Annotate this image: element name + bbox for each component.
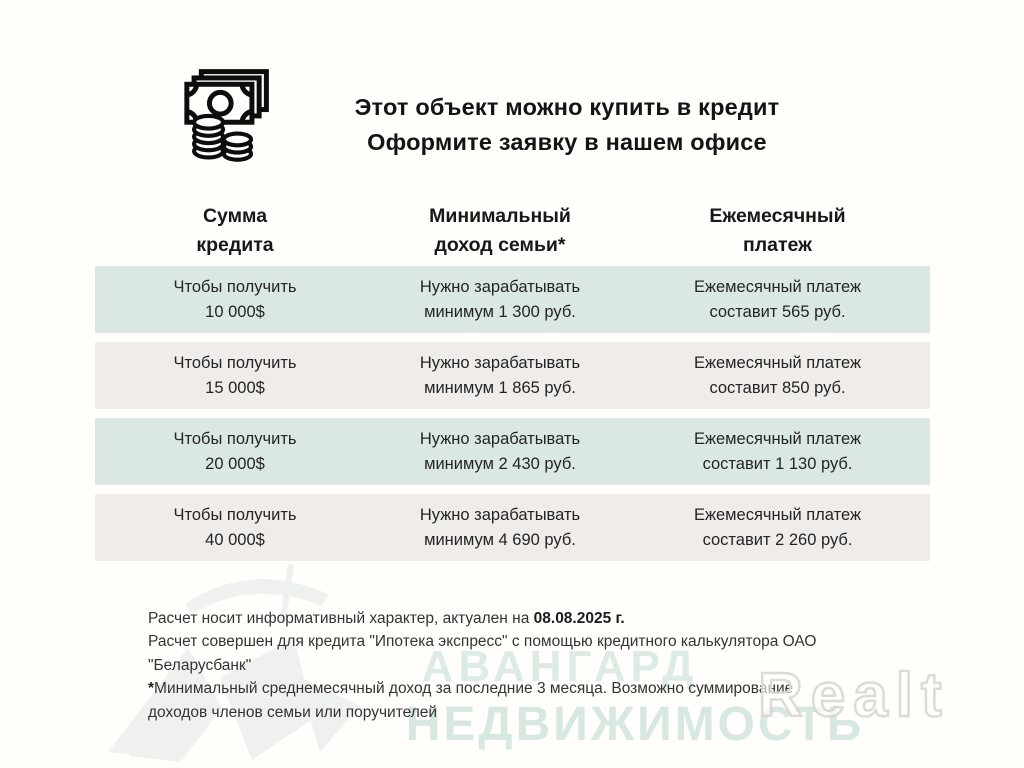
disclaimer-date: 08.08.2025 г. (533, 610, 625, 627)
cell-loan-amount: Чтобы получить 40 000$ (173, 505, 297, 549)
disclaimer-line-income-note: *Минимальный среднемесячный доход за пос… (148, 677, 938, 724)
column-header-loan-amount: Сумма кредита (196, 205, 274, 256)
footnote-asterisk: * (148, 680, 155, 698)
cell-min-income: Нужно зарабатывать минимум 4 690 руб. (419, 505, 581, 549)
column-header-min-income: Минимальный доход семьи* (429, 205, 571, 256)
table-header-row: Сумма кредита Минимальный доход семьи* Е… (95, 202, 930, 260)
cell-monthly-payment: Ежемесячный платеж составит 2 260 руб. (693, 505, 862, 549)
disclaimer-notes: Расчет носит информативный характер, акт… (148, 607, 938, 724)
page-title: Этот объект можно купить в кредит Оформи… (354, 93, 780, 155)
brand-watermark-line2: НЕДВИЖИМОСТЬ (405, 698, 865, 751)
disclaimer-line-calculator: Расчет совершен для кредита "Ипотека экс… (148, 633, 817, 674)
cell-loan-amount: Чтобы получить 10 000$ (173, 277, 297, 321)
disclaimer-line-validity: Расчет носит информативный характер, акт… (148, 607, 938, 630)
realt-logo-watermark: Realt (757, 660, 950, 732)
cell-min-income: Нужно зарабатывать минимум 2 430 руб. (419, 429, 581, 473)
cell-loan-amount: Чтобы получить 20 000$ (173, 429, 297, 473)
column-header-monthly-payment: Ежемесячный платеж (709, 205, 846, 256)
table-row: Чтобы получить 15 000$ Нужно зарабатыват… (95, 342, 930, 409)
table-row: Чтобы получить 20 000$ Нужно зарабатыват… (95, 418, 930, 485)
cell-monthly-payment: Ежемесячный платеж составит 850 руб. (693, 353, 862, 397)
brand-watermark-line1: АВАНГАРД (421, 642, 699, 691)
cell-min-income: Нужно зарабатывать минимум 1 865 руб. (419, 353, 581, 397)
cell-monthly-payment: Ежемесячный платеж составит 565 руб. (693, 277, 862, 321)
cell-loan-amount: Чтобы получить 15 000$ (173, 353, 297, 397)
cell-min-income: Нужно зарабатывать минимум 1 300 руб. (419, 277, 581, 321)
footnote-text: Минимальный среднемесячный доход за посл… (148, 680, 794, 721)
avangard-logo-watermark (108, 563, 360, 762)
cell-monthly-payment: Ежемесячный платеж составит 1 130 руб. (693, 429, 862, 473)
table-row: Чтобы получить 40 000$ Нужно зарабатыват… (95, 494, 930, 561)
table-row: Чтобы получить 10 000$ Нужно зарабатыват… (95, 266, 930, 333)
disclaimer-validity-text: Расчет носит информативный характер, акт… (148, 610, 534, 627)
money-banknotes-coins-icon (184, 69, 269, 162)
